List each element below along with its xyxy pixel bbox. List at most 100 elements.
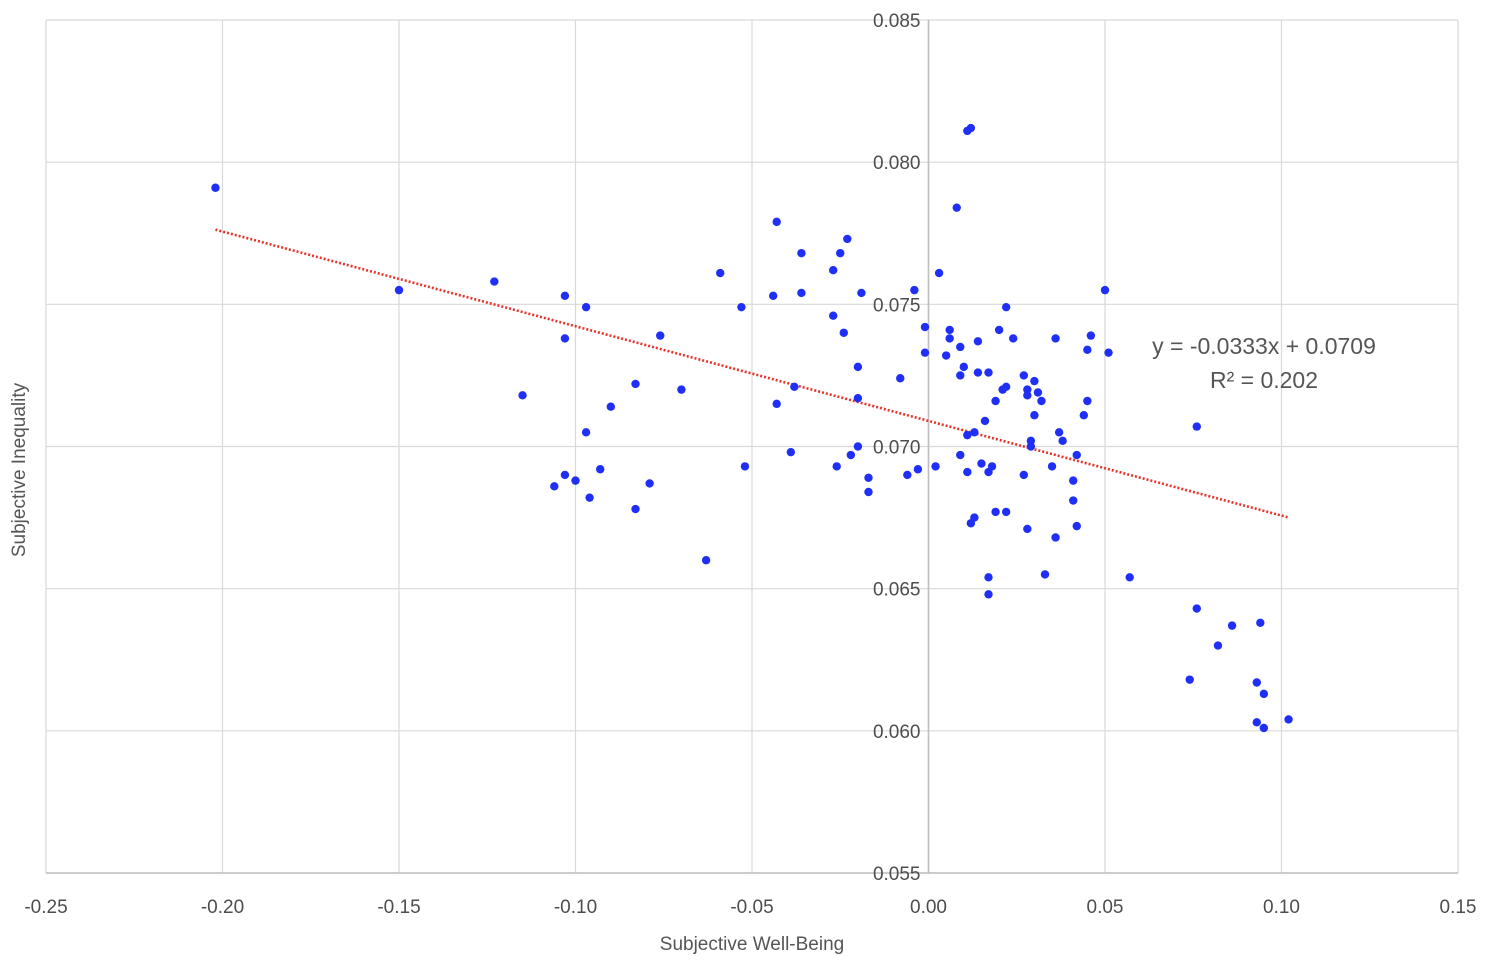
y-tick-label: 0.075 (873, 295, 921, 316)
data-point (1100, 285, 1110, 295)
data-point (1259, 689, 1269, 699)
data-point (1023, 524, 1032, 534)
data-point (656, 331, 665, 340)
data-point (973, 337, 983, 346)
x-tick-label: -0.10 (554, 897, 597, 918)
data-point (864, 487, 873, 497)
data-point (956, 342, 965, 352)
data-point (846, 450, 856, 460)
data-point (980, 416, 990, 426)
data-point (1051, 533, 1060, 542)
data-point (959, 362, 968, 372)
data-point (864, 473, 873, 482)
data-point (828, 266, 838, 275)
data-point (973, 368, 983, 377)
data-point (772, 399, 781, 409)
y-tick-label: 0.080 (873, 153, 921, 174)
data-point (1083, 396, 1092, 406)
data-point (991, 396, 1000, 406)
data-point (920, 322, 930, 332)
data-point (1192, 604, 1201, 613)
data-point (645, 479, 654, 488)
data-point (1083, 345, 1092, 355)
data-point (1019, 371, 1029, 380)
data-point (1227, 621, 1237, 630)
data-point (839, 328, 848, 337)
data-point (786, 447, 796, 457)
data-point (1033, 388, 1043, 397)
data-point (984, 590, 993, 599)
y-axis-title: Subjective Inequality (9, 382, 30, 557)
trendline-line (215, 228, 1289, 519)
data-point (984, 573, 993, 582)
data-point (571, 476, 580, 485)
data-point (797, 248, 806, 258)
data-point (977, 459, 986, 468)
data-point (560, 470, 570, 480)
data-point (945, 325, 954, 335)
data-point (1001, 302, 1011, 312)
data-point (910, 285, 919, 295)
x-tick-label: -0.05 (730, 897, 773, 918)
data-point (631, 504, 640, 514)
data-point (1079, 411, 1089, 420)
data-point (1051, 334, 1060, 343)
data-point (1125, 573, 1134, 582)
data-point (828, 311, 838, 320)
data-point (737, 302, 746, 312)
data-point (1086, 331, 1096, 340)
data-point (994, 325, 1004, 335)
y-tick-label: 0.085 (873, 11, 921, 32)
y-tick-label: 0.060 (873, 722, 921, 743)
data-point (970, 428, 979, 437)
data-point (1026, 442, 1036, 451)
data-point (956, 450, 965, 460)
data-point (581, 428, 591, 437)
data-point (1058, 436, 1067, 446)
data-point (857, 288, 866, 298)
data-point (1104, 348, 1113, 357)
data-point (903, 470, 912, 480)
data-point (1213, 641, 1223, 650)
data-point (896, 374, 905, 383)
y-tick-label: 0.055 (873, 864, 921, 885)
data-point (1001, 382, 1011, 391)
data-point (963, 430, 972, 440)
x-tick-label: -0.15 (377, 897, 420, 918)
x-axis-title: Subjective Well-Being (660, 934, 844, 955)
data-point (956, 371, 965, 380)
data-point (490, 277, 499, 286)
data-point (1069, 496, 1078, 505)
data-point (913, 465, 923, 474)
data-point (790, 382, 799, 391)
data-point (836, 248, 845, 258)
data-point (211, 183, 220, 192)
data-point (987, 462, 997, 471)
data-point (560, 291, 570, 301)
data-point (518, 391, 527, 400)
data-point (832, 462, 841, 471)
x-tick-label: -0.20 (201, 897, 244, 918)
data-point (1030, 376, 1039, 386)
data-point (1072, 450, 1081, 460)
data-point (934, 268, 944, 278)
data-point (1185, 675, 1194, 684)
data-point (1252, 678, 1261, 687)
data-point (631, 379, 640, 389)
data-point (606, 402, 615, 411)
data-point (1009, 334, 1018, 343)
data-point (966, 123, 976, 133)
data-point (952, 203, 961, 212)
data-point (1030, 411, 1039, 420)
trendline-equation: y = -0.0333x + 0.0709 (1152, 333, 1376, 359)
grid-lines (45, 19, 1459, 874)
x-tick-label: -0.25 (24, 897, 67, 918)
r-squared-label: R² = 0.202 (1210, 367, 1318, 393)
data-point (1069, 476, 1078, 485)
data-point (772, 217, 781, 227)
data-point (843, 234, 852, 244)
data-point (931, 462, 940, 471)
data-point (991, 507, 1000, 517)
data-point (920, 348, 930, 357)
